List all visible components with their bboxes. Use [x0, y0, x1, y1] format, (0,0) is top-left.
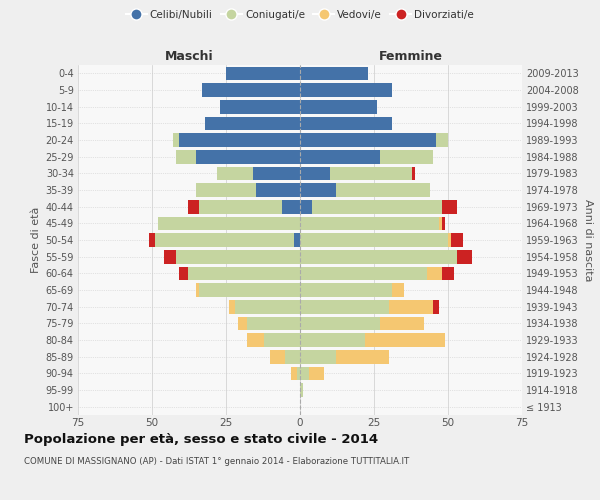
- Bar: [294, 233, 300, 247]
- Bar: [196, 183, 256, 197]
- Text: Popolazione per età, sesso e stato civile - 2014: Popolazione per età, sesso e stato civil…: [24, 432, 378, 446]
- Bar: [300, 66, 368, 80]
- Bar: [247, 333, 265, 347]
- Bar: [335, 183, 430, 197]
- Bar: [451, 233, 463, 247]
- Bar: [448, 233, 451, 247]
- Bar: [300, 383, 303, 397]
- Bar: [155, 233, 294, 247]
- Bar: [282, 200, 300, 213]
- Bar: [329, 166, 412, 180]
- Bar: [173, 133, 179, 147]
- Bar: [164, 250, 176, 264]
- Bar: [199, 283, 300, 297]
- Bar: [442, 200, 457, 213]
- Bar: [442, 216, 445, 230]
- Bar: [271, 350, 285, 364]
- Bar: [439, 216, 442, 230]
- Bar: [297, 366, 300, 380]
- Bar: [285, 350, 300, 364]
- Text: Maschi: Maschi: [164, 50, 214, 62]
- Bar: [238, 316, 247, 330]
- Bar: [300, 333, 365, 347]
- Bar: [265, 333, 300, 347]
- Bar: [179, 133, 300, 147]
- Bar: [196, 150, 300, 164]
- Bar: [226, 66, 300, 80]
- Bar: [235, 300, 300, 314]
- Legend: Celibi/Nubili, Coniugati/e, Vedovi/e, Divorziati/e: Celibi/Nubili, Coniugati/e, Vedovi/e, Di…: [124, 8, 476, 22]
- Bar: [202, 83, 300, 97]
- Bar: [176, 250, 300, 264]
- Text: Femmine: Femmine: [379, 50, 443, 62]
- Bar: [457, 250, 472, 264]
- Bar: [300, 183, 335, 197]
- Bar: [247, 316, 300, 330]
- Bar: [300, 100, 377, 114]
- Bar: [300, 283, 392, 297]
- Bar: [380, 150, 433, 164]
- Bar: [300, 200, 312, 213]
- Bar: [300, 166, 329, 180]
- Bar: [179, 266, 188, 280]
- Bar: [335, 350, 389, 364]
- Bar: [300, 250, 457, 264]
- Bar: [389, 300, 433, 314]
- Bar: [300, 300, 389, 314]
- Bar: [229, 300, 235, 314]
- Bar: [300, 83, 392, 97]
- Bar: [300, 366, 309, 380]
- Bar: [412, 166, 415, 180]
- Bar: [380, 316, 424, 330]
- Bar: [436, 133, 448, 147]
- Bar: [442, 266, 454, 280]
- Bar: [300, 216, 439, 230]
- Y-axis label: Fasce di età: Fasce di età: [31, 207, 41, 273]
- Bar: [300, 316, 380, 330]
- Bar: [196, 283, 199, 297]
- Bar: [188, 266, 300, 280]
- Text: COMUNE DI MASSIGNANO (AP) - Dati ISTAT 1° gennaio 2014 - Elaborazione TUTTITALIA: COMUNE DI MASSIGNANO (AP) - Dati ISTAT 1…: [24, 458, 409, 466]
- Bar: [217, 166, 253, 180]
- Bar: [312, 200, 442, 213]
- Bar: [433, 300, 439, 314]
- Bar: [300, 133, 436, 147]
- Bar: [300, 150, 380, 164]
- Bar: [158, 216, 300, 230]
- Bar: [300, 266, 427, 280]
- Bar: [253, 166, 300, 180]
- Bar: [427, 266, 442, 280]
- Bar: [205, 116, 300, 130]
- Bar: [220, 100, 300, 114]
- Bar: [149, 233, 155, 247]
- Bar: [176, 150, 196, 164]
- Bar: [256, 183, 300, 197]
- Bar: [365, 333, 445, 347]
- Bar: [199, 200, 282, 213]
- Bar: [300, 116, 392, 130]
- Bar: [291, 366, 297, 380]
- Bar: [188, 200, 199, 213]
- Bar: [300, 233, 448, 247]
- Bar: [392, 283, 404, 297]
- Bar: [309, 366, 323, 380]
- Bar: [300, 350, 335, 364]
- Y-axis label: Anni di nascita: Anni di nascita: [583, 198, 593, 281]
